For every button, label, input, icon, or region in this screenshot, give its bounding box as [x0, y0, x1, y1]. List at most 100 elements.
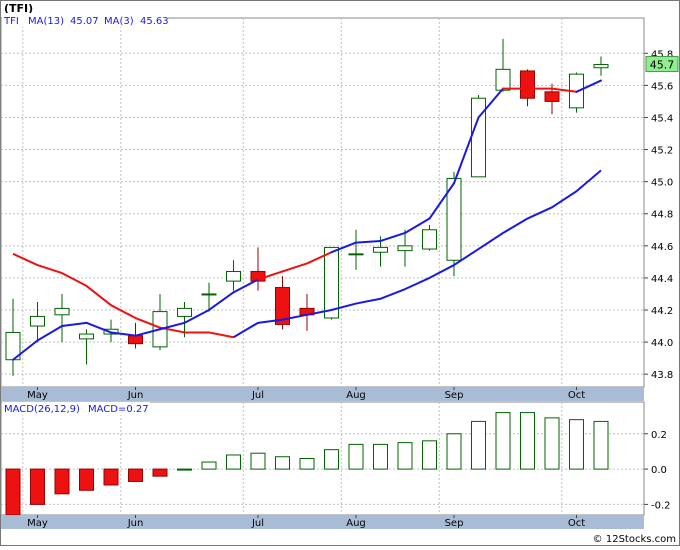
- candle-body: [226, 270, 241, 282]
- ma3-line-early: [12, 252, 234, 339]
- candle-body: [54, 307, 70, 316]
- macd-x-tick-label: Oct: [568, 518, 585, 529]
- macd-bar: [471, 420, 486, 470]
- ma-fast-segment: [330, 241, 357, 254]
- price-y-tick-label: 45.2: [651, 146, 673, 157]
- candle-body: [397, 245, 413, 252]
- macd-bar: [324, 449, 339, 470]
- candle-body: [128, 335, 143, 345]
- macd-bar: [275, 456, 290, 470]
- price-y-tick-label: 44.2: [651, 306, 673, 317]
- legend-symbol: TFI: [3, 16, 19, 27]
- macd-x-axis: May Jun Jul Aug Sep Oct: [27, 515, 585, 529]
- price-y-tick-label: 45.8: [651, 49, 673, 60]
- macd-plot-area: [0, 401, 645, 516]
- price-x-tick-label: Oct: [568, 390, 585, 401]
- macd-x-tick-label: Jun: [127, 518, 144, 529]
- macd-y-tick-label: 0.0: [651, 465, 667, 476]
- ma-fast-segment: [85, 321, 112, 334]
- ma-fast-segment: [257, 270, 284, 281]
- macd-bar: [5, 468, 21, 515]
- macd-grid: [1, 402, 644, 515]
- price-grid: [1, 18, 644, 387]
- price-y-tick-label: 44.6: [651, 242, 673, 253]
- macd-y-tick-label: -0.2: [651, 500, 671, 511]
- macd-legend-label: MACD(26,12,9): [4, 404, 80, 415]
- candle-body: [593, 64, 609, 69]
- price-panel: 43.8 44.0 44.2 44.4 44.6 44.8 45.0 45.2 45.4 45.6…: [0, 13, 679, 401]
- ma-fast-segment: [183, 308, 210, 324]
- candle-body: [373, 246, 388, 253]
- price-x-tick-label: Jun: [127, 390, 144, 401]
- ma-fast-segment: [36, 325, 63, 342]
- macd-x-tick-label: May: [27, 518, 48, 529]
- price-x-axis: May Jun Jul Aug Sep Oct: [27, 387, 585, 401]
- candle-body: [324, 246, 339, 319]
- macd-x-tick-label: Jul: [251, 518, 264, 529]
- candle-body: [201, 293, 217, 296]
- macd-bar: [544, 417, 560, 470]
- candle-body: [30, 315, 45, 327]
- ma-fast-segment: [477, 87, 504, 119]
- ma-fast-segment: [134, 328, 161, 337]
- price-x-tick-label: Sep: [445, 390, 464, 401]
- price-legend: TFI MA(13) 45.07 MA(3) 45.63: [2, 13, 169, 27]
- macd-bar: [30, 468, 45, 505]
- macd-x-tick-label: Aug: [346, 518, 366, 529]
- last-price-tag-text: 45.7: [650, 59, 675, 72]
- ma-fast-segment: [12, 339, 39, 361]
- price-x-tick-label: Aug: [346, 390, 366, 401]
- candle-body: [446, 177, 462, 261]
- candle-body: [471, 97, 486, 178]
- ma-fast-segment: [232, 278, 259, 294]
- macd-bar: [152, 468, 168, 477]
- candle-body: [520, 70, 535, 99]
- legend-ma3-label: MA(3): [104, 16, 134, 27]
- chart-title: (TFI): [4, 2, 33, 15]
- legend-ma13-value: 45.07: [70, 16, 99, 27]
- ma-fast-segment: [575, 79, 602, 93]
- ma-fast-segment: [404, 217, 431, 234]
- price-x-tick-label: Jul: [251, 390, 264, 401]
- legend-background: [2, 13, 168, 27]
- macd-bar: [226, 454, 241, 470]
- ma-fast-segment: [355, 240, 382, 244]
- macd-legend-value: MACD=0.27: [88, 404, 149, 415]
- price-month-band: [1, 387, 644, 401]
- price-y-axis: 43.8 44.0 44.2 44.4 44.6 44.8 45.0 45.2 45.4 45.6…: [644, 49, 673, 381]
- price-plot: [5, 38, 609, 376]
- price-y-tick-label: 44.0: [651, 338, 673, 349]
- macd-bar: [54, 468, 70, 495]
- macd-bar: [177, 468, 192, 471]
- macd-plot: [5, 412, 609, 515]
- macd-bar: [201, 461, 217, 470]
- price-y-tick-label: 44.8: [651, 210, 673, 221]
- price-y-tick-label: 45.6: [651, 81, 673, 92]
- ma-fast-segment: [551, 87, 578, 93]
- macd-bar: [103, 468, 119, 486]
- candle-body: [422, 229, 437, 250]
- watermark: © 12Stocks.com: [593, 534, 676, 545]
- legend-ma3-value: 45.63: [140, 16, 169, 27]
- last-price-tag-bg: [645, 56, 679, 73]
- price-plot-area: [0, 17, 645, 388]
- macd-bar: [79, 468, 94, 491]
- macd-bar: [128, 468, 143, 482]
- ma-fast-segment: [281, 262, 308, 273]
- candle-body: [495, 68, 511, 91]
- macd-bar: [569, 419, 584, 470]
- ma-fast-segment: [453, 116, 480, 185]
- macd-panel: -0.2 0.0 0.2 May Jun Jul Aug Sep Oct MACD(26,12…: [0, 401, 671, 529]
- macd-y-axis: -0.2 0.0 0.2: [644, 430, 671, 511]
- price-y-tick-label: 45.0: [651, 178, 673, 189]
- ma-fast-segment: [61, 321, 88, 328]
- ma-slow-line: [232, 169, 602, 339]
- macd-bar: [520, 412, 535, 470]
- last-price-tag: 45.7: [645, 56, 679, 73]
- macd-bar: [495, 412, 511, 470]
- macd-bar: [593, 420, 609, 470]
- ma-fast-segment: [159, 321, 186, 331]
- macd-bar: [348, 443, 364, 470]
